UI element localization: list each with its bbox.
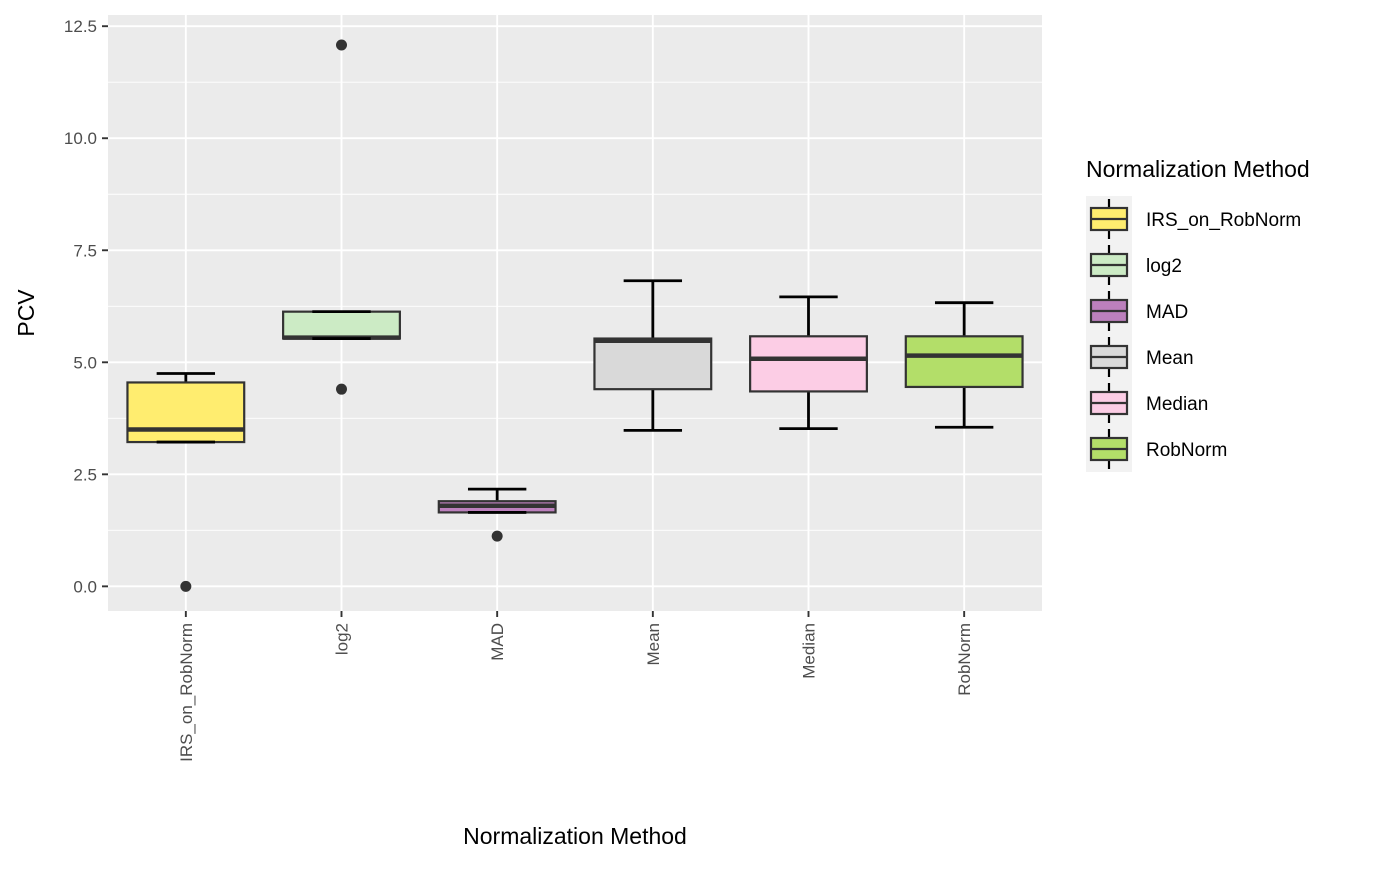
x-tick-label: MAD [488, 623, 507, 661]
box [126, 381, 246, 444]
legend-label: log2 [1146, 256, 1182, 277]
outlier-point [336, 383, 347, 395]
legend-label: RobNorm [1146, 440, 1227, 461]
y-tick-label: 7.5 [73, 241, 97, 260]
y-axis-title: PCV [13, 289, 39, 337]
y-tick-label: 12.5 [64, 17, 97, 36]
box [593, 337, 713, 391]
legend-label: IRS_on_RobNorm [1146, 210, 1301, 231]
y-tick-label: 0.0 [73, 577, 97, 596]
x-axis-title: Normalization Method [463, 823, 687, 849]
legend-key-background [1086, 196, 1132, 472]
y-tick-label: 2.5 [73, 465, 97, 484]
legend-title: Normalization Method [1086, 156, 1310, 182]
y-tick-label: 5.0 [73, 353, 97, 372]
x-tick-label: Median [800, 623, 819, 679]
box [282, 310, 401, 340]
plot-panel [108, 15, 1042, 611]
x-tick-label: RobNorm [955, 623, 974, 696]
x-tick-label: Mean [644, 623, 663, 666]
box [904, 335, 1024, 389]
x-tick-label: IRS_on_RobNorm [177, 623, 196, 762]
x-tick-label: log2 [333, 623, 352, 655]
y-tick-label: 10.0 [64, 129, 97, 148]
outlier-point [491, 530, 503, 542]
box [749, 335, 868, 393]
legend-label: MAD [1146, 302, 1188, 323]
outlier-point [336, 39, 347, 51]
outlier-point [180, 580, 192, 592]
legend-label: Mean [1146, 348, 1194, 369]
legend-label: Median [1146, 394, 1208, 415]
